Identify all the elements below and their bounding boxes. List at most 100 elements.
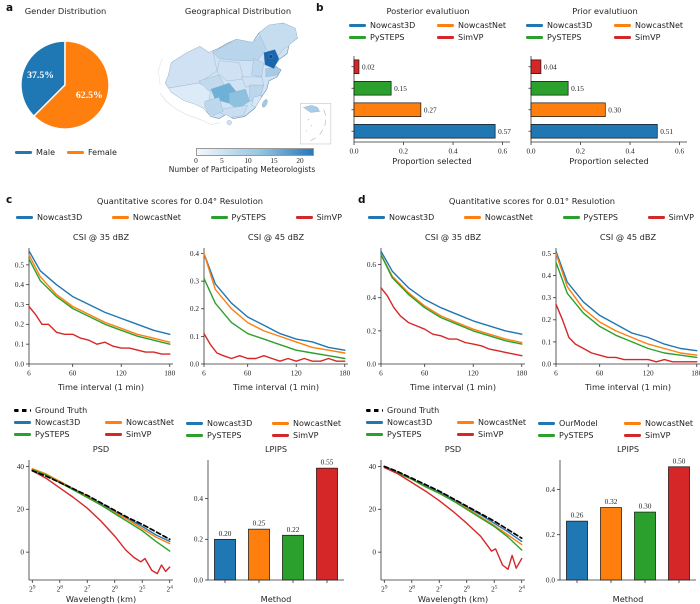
line-swatch xyxy=(16,216,33,219)
panel-a-label: a xyxy=(6,2,14,14)
legend-item: NowcastNet xyxy=(624,419,700,428)
svg-text:0.22: 0.22 xyxy=(287,525,300,534)
svg-text:0.02: 0.02 xyxy=(362,62,375,71)
legend-item: NowcastNet xyxy=(105,418,188,427)
legend-item: PySTEPS xyxy=(538,431,616,440)
colorbar-tick: 0 xyxy=(194,156,198,165)
legend-label: Nowcast3D xyxy=(387,418,433,427)
svg-text:20: 20 xyxy=(17,505,25,514)
line-swatch xyxy=(562,216,580,219)
svg-text:0.15: 0.15 xyxy=(571,84,584,93)
svg-text:0.27: 0.27 xyxy=(424,105,437,114)
svg-text:26: 26 xyxy=(112,585,119,594)
legend-label: Ground Truth xyxy=(387,406,440,415)
line-swatch xyxy=(366,433,383,436)
svg-text:60: 60 xyxy=(244,369,252,378)
line-swatch xyxy=(624,422,641,425)
svg-text:0.5: 0.5 xyxy=(542,249,551,258)
legend-label: SimVP xyxy=(645,431,671,440)
legend-item: NowcastNet xyxy=(463,213,533,222)
map-title: Geographical Distribution xyxy=(184,6,292,16)
legend-label: SimVP xyxy=(293,431,319,440)
svg-text:62.5%: 62.5% xyxy=(76,90,103,101)
legend-label: PySTEPS xyxy=(583,213,618,222)
line-swatch xyxy=(538,434,555,437)
lpips-004-legend: Nowcast3D NowcastNet PySTEPS SimVP xyxy=(186,419,350,440)
male-line-swatch xyxy=(15,151,33,154)
svg-text:120: 120 xyxy=(291,369,302,378)
svg-text:Proportion selected: Proportion selected xyxy=(569,156,648,166)
legend-item: Nowcast3D xyxy=(368,213,434,222)
legend-item: PySTEPS xyxy=(210,213,266,222)
line-swatch xyxy=(349,36,366,39)
svg-text:CSI @ 35 dBZ: CSI @ 35 dBZ xyxy=(425,232,482,242)
legend-item: SimVP xyxy=(614,33,694,42)
legend-label: PySTEPS xyxy=(35,430,70,439)
legend-item-male: Male xyxy=(15,148,55,157)
svg-text:27: 27 xyxy=(84,585,91,594)
svg-text:0.3: 0.3 xyxy=(542,293,551,302)
line-swatch xyxy=(14,433,31,436)
panel-b-label: b xyxy=(316,2,324,14)
lpips-004-chart: 0.0 0.2 0.4 LPIPS Method 0.20 0.25 0.22 0.55 xyxy=(194,444,344,604)
colorbar-tick: 15 xyxy=(270,156,278,165)
svg-text:180: 180 xyxy=(691,369,700,378)
map-inset xyxy=(300,103,332,145)
line-swatch xyxy=(526,36,543,39)
line-swatch xyxy=(366,421,383,424)
legend-item-ground-truth: Ground Truth xyxy=(366,406,540,415)
svg-text:0: 0 xyxy=(20,548,24,557)
lpips-001-chart: 0.0 0.2 0.4 LPIPS Method 0.26 0.32 0.30 0.50 xyxy=(546,444,696,604)
psd-004-chart: 29 28 27 26 25 24 0 20 40 PSD Wavelength (km) xyxy=(17,444,174,604)
colorbar-tick: 5 xyxy=(220,156,224,165)
svg-text:Proportion selected: Proportion selected xyxy=(392,156,471,166)
legend-item: NowcastNet xyxy=(272,419,350,428)
line-swatch xyxy=(614,36,631,39)
map-colorbar xyxy=(196,148,314,156)
csi45-004-chart: 6 60 120 180 0.0 0.1 0.2 0.3 0.4 CSI @ 45 dBZ Time… xyxy=(190,232,351,392)
panel-d-title: Quantitative scores for 0.01° Resulotion xyxy=(448,196,616,206)
svg-text:0.57: 0.57 xyxy=(498,127,511,136)
svg-text:0.2: 0.2 xyxy=(367,326,376,335)
svg-text:PSD: PSD xyxy=(93,444,109,454)
svg-text:0.50: 0.50 xyxy=(673,456,686,465)
legend-label: NowcastNet xyxy=(635,21,684,30)
svg-text:120: 120 xyxy=(116,369,127,378)
svg-text:20: 20 xyxy=(369,505,377,514)
legend-item: Nowcast3D xyxy=(14,418,97,427)
line-swatch xyxy=(368,216,385,219)
svg-text:28: 28 xyxy=(409,585,416,594)
svg-text:24: 24 xyxy=(519,585,526,594)
svg-text:40: 40 xyxy=(17,462,25,471)
gender-pie-title: Gender Distribution xyxy=(24,6,107,16)
legend-item: NowcastNet xyxy=(614,21,694,30)
svg-text:0.4: 0.4 xyxy=(194,494,203,503)
line-swatch xyxy=(463,216,481,219)
legend-item: PySTEPS xyxy=(562,213,618,222)
legend-item-female: Female xyxy=(67,148,117,157)
svg-text:0.1: 0.1 xyxy=(15,340,24,349)
legend-label: NowcastNet xyxy=(126,418,175,427)
province-shapes xyxy=(165,23,298,118)
svg-text:29: 29 xyxy=(381,585,388,594)
svg-text:180: 180 xyxy=(164,369,175,378)
panel-c-label: c xyxy=(6,194,13,206)
legend-item: PySTEPS xyxy=(14,430,97,439)
svg-text:PSD: PSD xyxy=(445,444,461,454)
svg-text:0.6: 0.6 xyxy=(367,260,376,269)
colorbar-tick: 20 xyxy=(296,156,304,165)
legend-label: PySTEPS xyxy=(207,431,242,440)
posterior-legend: Nowcast3D NowcastNet PySTEPS SimVP xyxy=(349,21,517,42)
dashed-line-swatch xyxy=(14,409,31,412)
line-swatch xyxy=(186,434,203,437)
legend-label: PySTEPS xyxy=(387,430,422,439)
legend-item: NowcastNet xyxy=(457,418,540,427)
svg-text:0.1: 0.1 xyxy=(190,332,199,341)
legend-label: SimVP xyxy=(635,33,661,42)
line-swatch xyxy=(457,421,474,424)
prior-title: Prior evalutiuon xyxy=(572,6,638,16)
legend-label: Nowcast3D xyxy=(370,21,416,30)
line-swatch xyxy=(437,36,454,39)
svg-text:0.30: 0.30 xyxy=(608,105,621,114)
psd-004-legend: Ground Truth Nowcast3D NowcastNet PySTEP… xyxy=(14,406,188,439)
